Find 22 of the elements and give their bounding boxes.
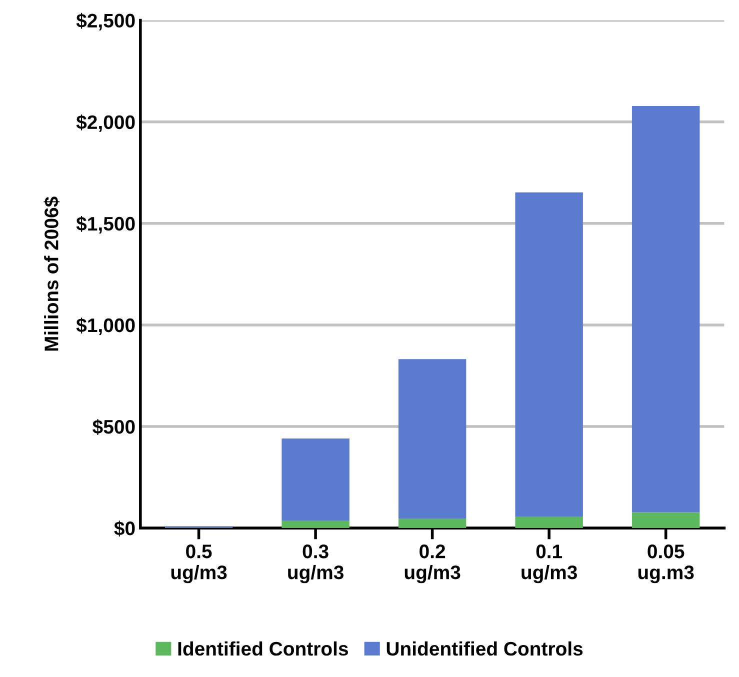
x-tick-label: 0.2 ug/m3 [404,544,460,584]
y-tick-label: $1,000 [76,318,135,336]
x-tick-label: 0.3 ug/m3 [288,544,344,584]
bar [282,520,350,528]
bar [398,359,466,519]
bar [515,192,583,516]
y-tick-label: $2,000 [76,114,135,132]
bar [282,438,350,521]
x-tick-label: 0.1 ug/m3 [522,544,578,584]
y-tick-label: $2,500 [76,12,135,30]
x-tick-label: 0.05 ug.m3 [638,544,694,584]
y-tick-label: $500 [92,419,135,435]
y-tick-label: $1,500 [76,216,135,234]
bar [632,512,700,528]
x-tick-label: 0.5 ug/m3 [171,544,227,584]
legend-label: Identified Controls [178,641,348,656]
bar [632,106,700,512]
legend-label: Unidentified Controls [386,641,583,656]
y-axis-title: Millions of 2006$ [44,196,60,351]
y-tick-label: $0 [114,520,135,537]
bar [515,516,583,528]
bar [398,518,466,528]
